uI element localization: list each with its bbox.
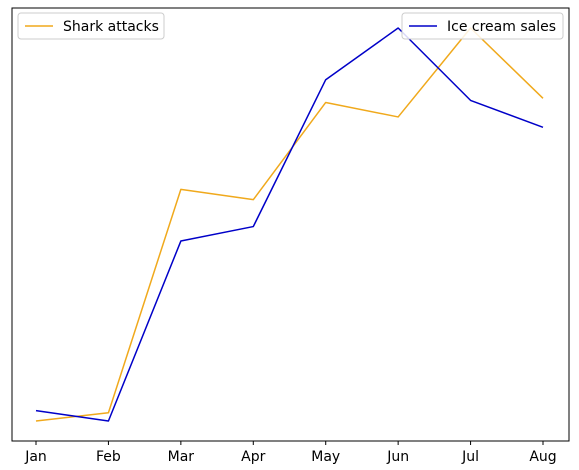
series-lines bbox=[35, 27, 544, 422]
legend-ice-cream-sales: Ice cream sales bbox=[401, 12, 564, 40]
x-tick-label-may: May bbox=[311, 449, 340, 465]
x-tick-label-jan: Jan bbox=[24, 449, 47, 465]
legends: Shark attacks Ice cream sales bbox=[17, 12, 564, 40]
series-line-shark-attacks bbox=[35, 27, 544, 422]
plot-frame bbox=[11, 7, 570, 442]
x-tick-label-mar: Mar bbox=[168, 449, 195, 465]
legend-label: Ice cream sales bbox=[447, 19, 556, 35]
legend-box bbox=[17, 12, 165, 40]
x-tick-label-apr: Apr bbox=[241, 449, 265, 465]
legend-shark-attacks: Shark attacks bbox=[17, 12, 165, 40]
series-line-ice-cream-sales bbox=[35, 27, 544, 422]
x-tick-label-jul: Jul bbox=[461, 449, 479, 465]
legend-box bbox=[401, 12, 564, 40]
legend-label: Shark attacks bbox=[63, 19, 159, 35]
x-axis: Jan Feb Mar Apr May Jun Jul Aug bbox=[24, 441, 557, 465]
x-tick-label-feb: Feb bbox=[96, 449, 121, 465]
x-tick-label-jun: Jun bbox=[386, 449, 409, 465]
x-tick-label-aug: Aug bbox=[529, 449, 556, 465]
